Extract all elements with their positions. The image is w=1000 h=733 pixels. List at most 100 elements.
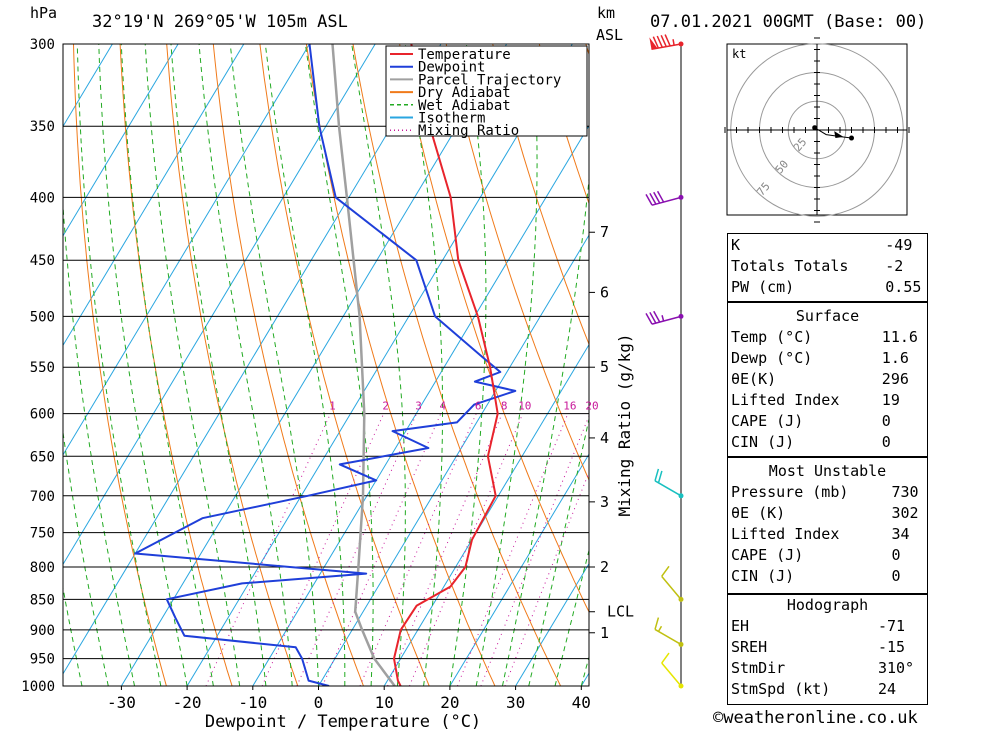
wet-adiabat-line (63, 199, 135, 686)
x-tick-label: -30 (107, 693, 136, 712)
pressure-tick-label: 900 (30, 623, 55, 639)
index-value: 0.55 (885, 278, 922, 296)
wind-barb-staff (654, 480, 682, 497)
wind-barb (645, 190, 684, 206)
index-value: 0 (881, 433, 891, 451)
wet-adiabat-line (170, 44, 267, 686)
index-value: 0 (891, 546, 901, 564)
dry-adiabat-line (492, 44, 589, 346)
index-value: 296 (881, 370, 909, 388)
index-value: 19 (881, 391, 900, 409)
index-label: CIN (J) (731, 567, 795, 585)
km-tick-label: 7 (600, 223, 609, 241)
x-tick-label: -10 (238, 693, 267, 712)
wind-barb-half-flag (661, 315, 665, 322)
pressure-tick-label: 300 (30, 37, 55, 53)
wind-barb-flag (664, 34, 671, 47)
wet-adiabat-line (63, 428, 109, 686)
wind-barb-flag (656, 35, 663, 48)
index-row: Lifted Index 19 (727, 390, 927, 411)
pressure-tick-label: 650 (30, 449, 55, 465)
index-value: 24 (877, 680, 897, 698)
isotherm-line (318, 234, 589, 686)
index-label: StmSpd (kt) (731, 680, 831, 698)
index-row: SREH -15 (727, 637, 927, 658)
index-label: Dewp (°C) (731, 349, 813, 367)
index-label: StmDir (731, 659, 786, 677)
wind-barb-flag (654, 617, 660, 630)
wind-barb-staff (651, 196, 682, 206)
dry-adiabat-line (259, 44, 430, 686)
legend-box (385, 45, 588, 137)
wet-adiabat-line (76, 44, 162, 686)
legend-entry-label: Temperature (418, 47, 511, 63)
wind-barb-flag (661, 565, 670, 577)
pressure-tick-label: 450 (30, 253, 55, 269)
index-label: CIN (J) (731, 433, 795, 451)
wind-barb-half-flag (672, 39, 675, 46)
x-tick-label: -20 (173, 693, 202, 712)
isotherm-line (63, 44, 245, 347)
km-tick-label: 6 (600, 283, 609, 301)
mixing-ratio-line (359, 413, 477, 686)
isotherm-line (186, 44, 573, 686)
hodograph-start-point (812, 125, 818, 131)
mixing-ratio-axis-label: Mixing Ratio (g/kg) (615, 333, 634, 516)
x-tick-label: 0 (314, 693, 324, 712)
wind-barb-pennant (649, 37, 658, 50)
isotherm-line (63, 44, 113, 128)
isotherm-line (63, 44, 310, 456)
hpa-unit-label: hPa (30, 4, 58, 22)
wind-barb (654, 617, 684, 647)
mixing-ratio-label: 4 (439, 400, 446, 413)
index-value: 0 (891, 567, 901, 585)
index-row: CIN (J) 0 (727, 432, 927, 453)
x-tick-label: 20 (440, 693, 459, 712)
wet-adiabat-line (63, 585, 83, 686)
pressure-tick-label: 600 (30, 407, 55, 423)
index-row: CIN (J) 0 (727, 566, 927, 587)
wind-barb (661, 652, 684, 689)
index-row: StmDir 310° (727, 658, 927, 679)
mixing-ratio-label: 8 (501, 400, 508, 413)
hodograph-storm-arrow (834, 131, 844, 139)
pressure-tick-label: 750 (30, 526, 55, 542)
wind-barb-flag (649, 311, 657, 324)
dry-adiabat-line (352, 44, 562, 686)
isotherm-line (63, 44, 179, 237)
legend-entry-label: Wet Adiabat (418, 98, 511, 114)
index-value: 730 (891, 483, 919, 501)
wet-adiabat-line (449, 44, 487, 686)
wet-adiabat-line (198, 44, 293, 686)
index-value: 11.6 (881, 328, 918, 346)
legend-entry-label: Dry Adiabat (418, 85, 511, 101)
mixing-ratio-line (480, 414, 589, 686)
index-row: K -49 (727, 235, 927, 256)
index-label: Lifted Index (731, 391, 840, 409)
index-row: CAPE (J) 0 (727, 411, 927, 432)
index-row: Pressure (mb) 730 (727, 482, 927, 503)
wet-adiabat-line (528, 416, 589, 686)
dry-adiabat-line (959, 44, 1000, 686)
index-row: Temp (°C) 11.6 (727, 327, 927, 348)
wind-barb (661, 565, 684, 602)
wind-barb-flag (657, 470, 663, 484)
wind-barb-staff (661, 575, 682, 600)
mixing-ratio-label: 16 (563, 400, 576, 413)
mixing-ratio-label: 1 (329, 400, 336, 413)
x-axis-label: Dewpoint / Temperature (°C) (205, 712, 481, 732)
wet-adiabat-line (404, 44, 443, 686)
legend-entry-label: Parcel Trajectory (418, 72, 561, 88)
wind-barb (649, 34, 684, 50)
wet-adiabat-line (144, 44, 241, 686)
wind-barb-flag (649, 192, 657, 205)
isotherm-line (383, 343, 589, 686)
index-value: 1.6 (881, 349, 909, 367)
km-tick-label: 4 (600, 429, 609, 447)
index-label: Temp (°C) (731, 328, 813, 346)
surface-table: Temp (°C) 11.6 Dewp (°C) 1.6 θE(K) 296 Lifted … (727, 327, 927, 453)
index-row: Dewp (°C) 1.6 (727, 348, 927, 369)
wind-barb (654, 468, 684, 499)
copyright-footer: ©weatheronline.co.uk (713, 708, 918, 728)
